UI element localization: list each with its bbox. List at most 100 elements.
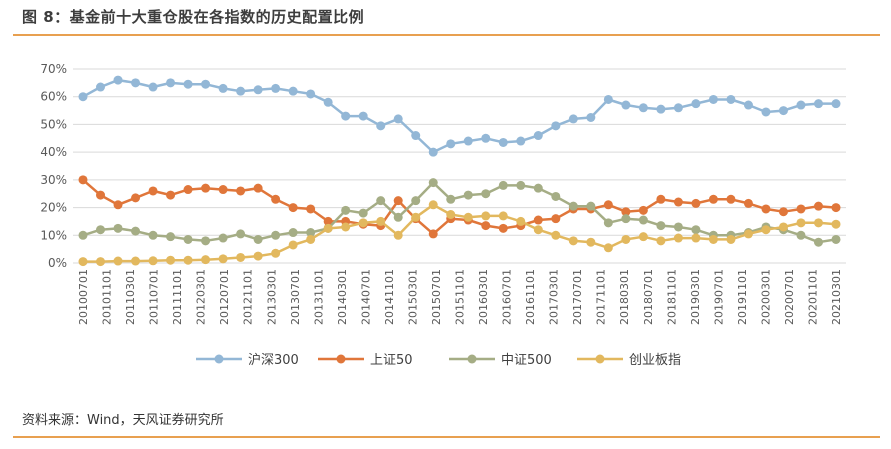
data-point bbox=[166, 78, 176, 88]
data-point bbox=[271, 248, 281, 258]
data-point bbox=[551, 121, 561, 131]
x-tick-label: 20131101 bbox=[312, 269, 325, 325]
series-line bbox=[82, 181, 837, 244]
data-point bbox=[813, 218, 823, 228]
data-point bbox=[516, 180, 526, 190]
data-point bbox=[691, 225, 701, 235]
data-point bbox=[96, 190, 106, 200]
data-point bbox=[446, 194, 456, 204]
data-point bbox=[603, 243, 613, 253]
data-point bbox=[498, 211, 508, 221]
data-point bbox=[761, 107, 771, 117]
data-point bbox=[481, 221, 491, 231]
x-tick-label: 20200301 bbox=[759, 269, 772, 325]
data-point bbox=[393, 230, 403, 240]
data-point bbox=[113, 256, 123, 266]
data-point bbox=[656, 104, 666, 114]
data-point bbox=[166, 232, 176, 242]
y-tick-label: 70% bbox=[40, 62, 67, 76]
data-point bbox=[411, 212, 421, 222]
data-point bbox=[796, 100, 806, 110]
data-point bbox=[131, 226, 141, 236]
data-point bbox=[586, 113, 596, 122]
legend-label: 沪深300 bbox=[248, 352, 299, 368]
data-point bbox=[743, 229, 753, 239]
x-tick-label: 20130301 bbox=[265, 269, 278, 325]
data-point bbox=[813, 99, 823, 109]
data-point bbox=[656, 236, 666, 246]
data-point bbox=[341, 222, 351, 232]
data-point bbox=[621, 214, 631, 224]
data-point bbox=[533, 183, 543, 193]
data-point bbox=[323, 223, 333, 233]
data-point bbox=[726, 234, 736, 244]
data-point bbox=[691, 99, 701, 109]
data-point bbox=[393, 196, 403, 206]
data-point bbox=[201, 255, 211, 265]
data-point bbox=[463, 190, 473, 200]
x-tick-label: 20120701 bbox=[218, 269, 231, 325]
y-tick-label: 60% bbox=[40, 90, 67, 104]
data-point bbox=[148, 256, 158, 266]
data-point bbox=[131, 256, 141, 266]
x-tick-label: 20140701 bbox=[359, 269, 372, 325]
data-point bbox=[638, 215, 648, 225]
data-point bbox=[673, 233, 683, 243]
x-tick-label: 20180301 bbox=[618, 269, 631, 325]
x-tick-label: 20130701 bbox=[289, 269, 302, 325]
data-point bbox=[411, 196, 421, 206]
x-tick-label: 20180701 bbox=[642, 269, 655, 325]
data-point bbox=[446, 210, 456, 219]
data-point bbox=[796, 230, 806, 240]
x-tick-label: 20210301 bbox=[830, 269, 843, 325]
legend-label: 上证50 bbox=[370, 353, 413, 368]
data-point bbox=[568, 236, 578, 246]
y-tick-label: 0% bbox=[48, 256, 67, 270]
data-point bbox=[428, 229, 438, 239]
data-point bbox=[813, 201, 823, 211]
data-point bbox=[796, 204, 806, 214]
data-point bbox=[183, 185, 193, 195]
data-point bbox=[78, 230, 88, 240]
x-tick-label: 20190701 bbox=[712, 269, 725, 325]
data-point bbox=[463, 212, 473, 222]
data-point bbox=[358, 218, 368, 228]
data-point bbox=[236, 186, 246, 196]
x-tick-label: 20151101 bbox=[454, 269, 467, 325]
data-point bbox=[708, 234, 718, 244]
series-创业板指 bbox=[78, 200, 841, 267]
data-point bbox=[761, 204, 771, 214]
data-point bbox=[498, 180, 508, 190]
data-point bbox=[376, 121, 386, 131]
data-point bbox=[743, 198, 753, 208]
y-tick-label: 50% bbox=[40, 117, 67, 131]
data-point bbox=[201, 236, 211, 246]
data-point bbox=[603, 94, 613, 104]
data-point bbox=[551, 230, 561, 240]
data-point bbox=[691, 198, 701, 208]
data-point bbox=[131, 78, 141, 88]
data-point bbox=[516, 216, 526, 226]
data-point bbox=[673, 222, 683, 232]
series-沪深300 bbox=[78, 75, 841, 157]
x-tick-label: 20161101 bbox=[524, 269, 537, 325]
legend-swatch-marker bbox=[595, 354, 605, 364]
data-point bbox=[113, 200, 123, 210]
data-point bbox=[166, 190, 176, 200]
legend-label: 创业板指 bbox=[629, 353, 681, 368]
x-tick-label: 20140301 bbox=[336, 269, 349, 325]
legend-swatch-marker bbox=[467, 354, 477, 364]
data-point bbox=[323, 216, 333, 226]
legend-swatch-marker bbox=[336, 354, 346, 364]
data-point bbox=[516, 136, 526, 146]
series-line bbox=[83, 203, 837, 263]
figure-title: 图 8：基金前十大重仓股在各指数的历史配置比例 bbox=[22, 8, 365, 26]
data-point bbox=[586, 201, 596, 211]
data-point bbox=[96, 82, 106, 92]
data-point bbox=[218, 254, 228, 264]
y-tick-label: 40% bbox=[40, 145, 67, 159]
data-point bbox=[428, 147, 438, 157]
data-point bbox=[201, 183, 211, 193]
data-point bbox=[271, 83, 281, 93]
